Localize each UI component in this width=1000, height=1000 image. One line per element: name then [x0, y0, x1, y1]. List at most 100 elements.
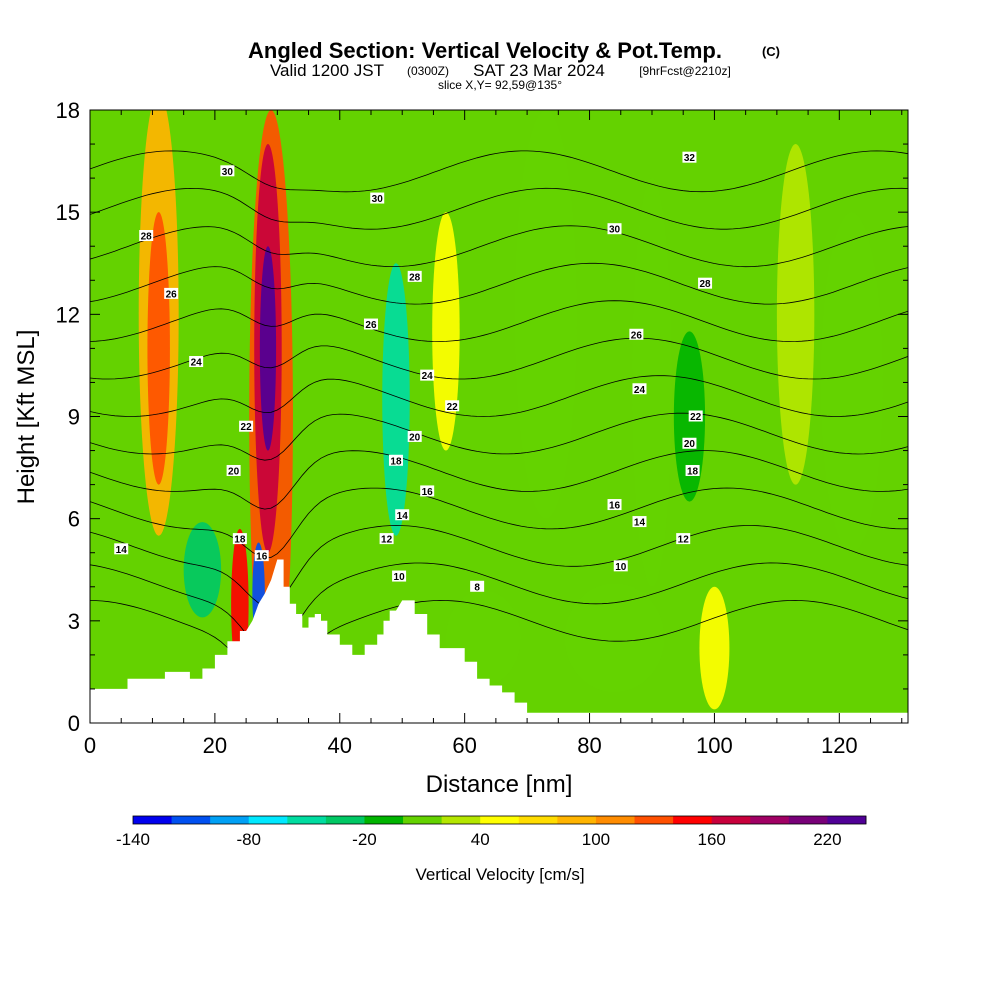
svg-text:30: 30 [372, 194, 384, 205]
theta-contour-label: 16 [254, 550, 269, 563]
theta-contour-label: 12 [676, 533, 691, 546]
y-tick-label: 0 [68, 711, 80, 736]
terrain [90, 559, 908, 723]
colorbar-swatch [634, 816, 674, 824]
x-axis: 0 20 40 60 80 100 120 [84, 110, 903, 758]
y-tick-label: 9 [68, 405, 80, 430]
y-tick-label: 18 [56, 98, 80, 123]
theta-contour-label: 12 [379, 533, 394, 546]
theta-contour-label: 24 [420, 369, 435, 382]
theta-contour-20 [90, 375, 908, 417]
svg-text:16: 16 [256, 552, 268, 563]
theta-contour-label: 24 [632, 383, 647, 396]
colorbar: -140 -80 -20 40 100 160 220 [116, 815, 867, 849]
velocity-band [820, 212, 884, 553]
svg-text:20: 20 [684, 439, 696, 450]
subtitle-date: SAT 23 Mar 2024 [473, 61, 605, 80]
theta-contour-label: 28 [698, 277, 713, 290]
svg-text:24: 24 [191, 358, 203, 369]
svg-text:26: 26 [631, 330, 643, 341]
velocity-band [432, 212, 460, 451]
plot-area: 14 28 26 24 30 22 20 18 16 30 28 26 24 22 20 18 16 14 12 10… [90, 110, 908, 723]
theta-contour-labels: 14 28 26 24 30 22 20 18 16 30 28 26 24 22 20 18 16 14 12 10… [114, 151, 713, 593]
svg-text:8: 8 [474, 582, 480, 593]
svg-text:14: 14 [116, 545, 128, 556]
colorbar-title: Vertical Velocity [cm/s] [415, 865, 584, 884]
theta-contour-label: 18 [685, 464, 700, 477]
svg-text:26: 26 [166, 289, 178, 300]
theta-contour-label: 20 [682, 437, 697, 450]
colorbar-swatch [364, 816, 404, 824]
theta-contour-24 [90, 300, 908, 343]
velocity-band [147, 212, 170, 485]
subtitle-forecast: [9hrFcst@2210z] [639, 64, 731, 78]
colorbar-tick-label: 100 [582, 830, 610, 849]
y-axis: 0 3 6 9 12 15 18 [56, 98, 908, 736]
theta-contour-label: 10 [613, 560, 628, 573]
velocity-band [382, 263, 410, 536]
colorbar-tick-label: -20 [352, 830, 377, 849]
theta-contour-label: 18 [232, 533, 247, 546]
colorbar-swatch [441, 816, 481, 824]
theta-contour-label: 32 [682, 151, 697, 164]
x-tick-label: 0 [84, 733, 96, 758]
x-tick-label: 20 [203, 733, 227, 758]
svg-text:16: 16 [422, 487, 434, 498]
svg-text:20: 20 [228, 466, 240, 477]
theta-contour-label: 26 [363, 318, 378, 331]
vertical-velocity-field [138, 110, 884, 723]
theta-contour-32 [90, 150, 908, 193]
svg-text:26: 26 [365, 320, 377, 331]
colorbar-swatch [518, 816, 558, 824]
svg-text:32: 32 [684, 153, 696, 164]
svg-text:16: 16 [609, 501, 621, 512]
theta-contour-label: 28 [139, 230, 154, 243]
y-tick-label: 12 [56, 302, 80, 327]
velocity-band [699, 586, 730, 710]
theta-contour-label: 20 [407, 430, 422, 443]
y-axis-title: Height [Kft MSL] [13, 330, 40, 505]
colorbar-swatch [827, 816, 867, 824]
svg-text:10: 10 [615, 562, 627, 573]
svg-text:24: 24 [634, 385, 646, 396]
x-tick-label: 40 [328, 733, 352, 758]
svg-text:20: 20 [409, 432, 421, 443]
theta-contour-label: 24 [189, 356, 204, 369]
svg-text:12: 12 [678, 535, 690, 546]
colorbar-swatch [750, 816, 790, 824]
colorbar-swatch [133, 816, 172, 824]
svg-text:30: 30 [609, 225, 621, 236]
y-tick-label: 3 [68, 609, 80, 634]
x-axis-title: Distance [nm] [426, 771, 573, 798]
svg-text:28: 28 [409, 272, 421, 283]
theta-contour-8 [90, 599, 908, 697]
subtitle-valid: Valid 1200 JST [270, 61, 384, 80]
colorbar-swatch [788, 816, 828, 824]
theta-contour-label: 14 [632, 516, 647, 529]
colorbar-swatch [287, 816, 327, 824]
svg-text:12: 12 [381, 535, 393, 546]
y-tick-label: 6 [68, 507, 80, 532]
colorbar-swatch [711, 816, 751, 824]
x-tick-label: 120 [821, 733, 858, 758]
theta-contour-label: 26 [164, 287, 179, 300]
theta-contour-label: 22 [239, 420, 254, 433]
svg-text:22: 22 [447, 402, 459, 413]
theta-contour-14 [90, 487, 908, 559]
theta-contour-label: 16 [607, 499, 622, 512]
theta-contour-12 [90, 525, 908, 607]
colorbar-swatch [480, 816, 520, 824]
colorbar-swatch [673, 816, 713, 824]
y-tick-label: 15 [56, 200, 80, 225]
theta-contour-label: 16 [420, 485, 435, 498]
svg-text:18: 18 [687, 466, 699, 477]
colorbar-tick-label: 220 [813, 830, 841, 849]
svg-text:18: 18 [390, 456, 402, 467]
theta-contour-28 [90, 225, 908, 268]
theta-contour-label: 28 [407, 270, 422, 283]
theta-contour-26 [90, 262, 908, 305]
svg-text:22: 22 [690, 412, 702, 423]
theta-contour-18 [90, 412, 908, 461]
colorbar-swatch [595, 816, 635, 824]
